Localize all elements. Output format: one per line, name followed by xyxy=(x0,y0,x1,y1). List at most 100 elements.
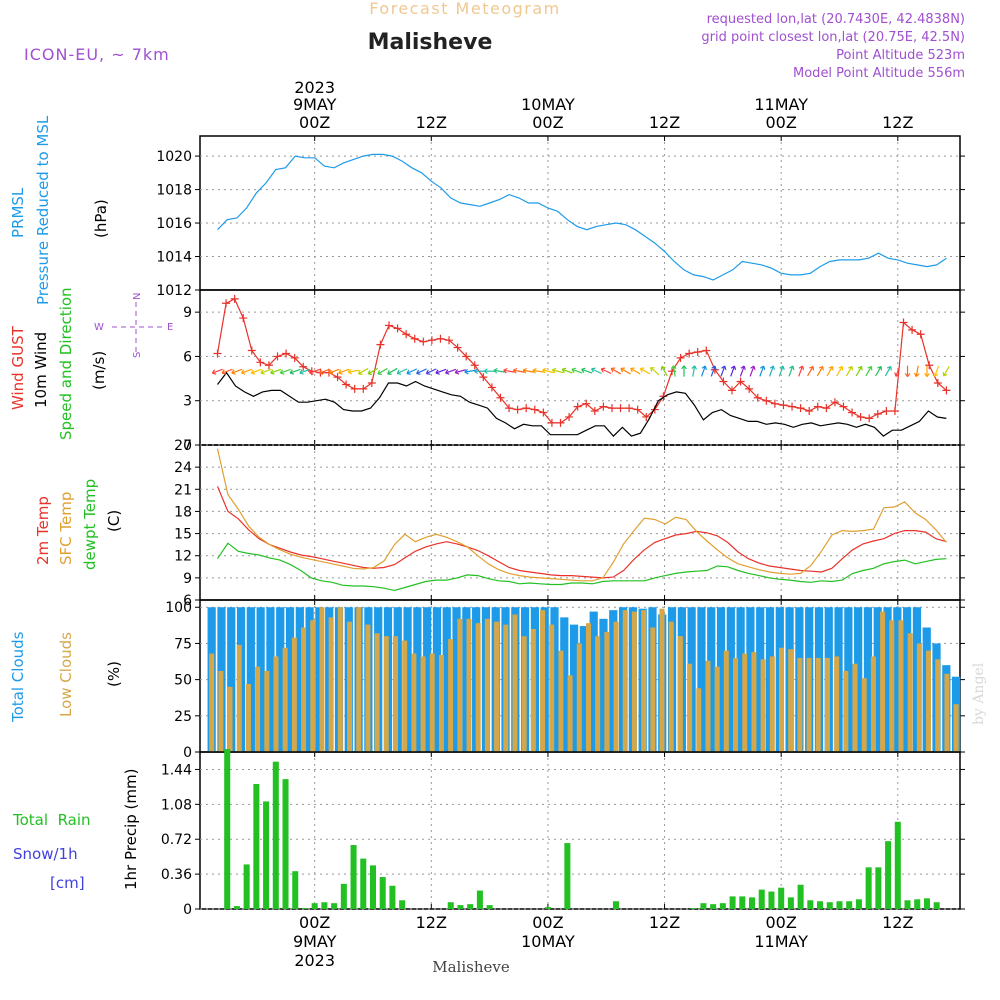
total-cloud-bar xyxy=(256,607,265,752)
wind-arrow-head xyxy=(711,365,717,371)
compass-n: N xyxy=(132,293,143,300)
gust-marker xyxy=(264,361,273,370)
wind-arrow-head xyxy=(894,372,900,377)
rain-bar xyxy=(817,901,824,909)
temp-unit: (C) xyxy=(105,510,123,532)
low-cloud-bar xyxy=(935,659,941,752)
low-cloud-bar xyxy=(604,631,610,752)
rain-bar xyxy=(894,821,901,909)
low-cloud-bar xyxy=(365,624,371,752)
total-cloud-bar xyxy=(550,607,559,752)
y-tick-label: 12 xyxy=(174,549,192,565)
gust-marker xyxy=(873,410,882,418)
gust-marker xyxy=(393,324,402,333)
panel-0: 1012 1014 1016 1018 1020 xyxy=(156,135,965,299)
wind-arrow xyxy=(895,365,901,377)
panel-frame xyxy=(199,289,961,446)
wind-gust-label: Wind GUST xyxy=(9,325,27,410)
wind-arrow xyxy=(396,368,408,375)
wind-arrow xyxy=(348,369,360,373)
wind-arrow xyxy=(826,366,834,377)
gust-marker xyxy=(848,408,857,417)
y-tick-label: 9 xyxy=(183,305,192,321)
low-cloud-bar xyxy=(530,628,536,752)
total-cloud-bar xyxy=(295,607,304,752)
wind-arrow-head xyxy=(561,367,567,373)
low-cloud-bar xyxy=(273,656,279,752)
compass-s: S xyxy=(132,352,143,358)
wind-arrow xyxy=(513,369,525,373)
gust-marker xyxy=(693,348,702,356)
low-cloud-bar xyxy=(815,657,821,752)
wind-arrow-head xyxy=(260,369,265,375)
rain-bar xyxy=(311,903,318,909)
gust-marker xyxy=(839,402,848,411)
wind-arrow xyxy=(464,369,476,373)
low-cloud-bar xyxy=(585,623,591,752)
wind-arrow xyxy=(650,367,660,376)
low-cloud-bar xyxy=(898,620,904,752)
gust-marker xyxy=(882,407,891,416)
wind-arrow xyxy=(542,369,554,374)
bottom-time-label: 10MAY xyxy=(521,932,575,951)
wind-arrow-head xyxy=(798,365,805,371)
header-location: Malisheve xyxy=(368,30,493,55)
wind-dir-label: Speed and Direction xyxy=(57,287,75,440)
gust-marker xyxy=(410,334,419,343)
low-cloud-bar xyxy=(521,636,527,752)
precip-snow-label: Snow/1h xyxy=(13,845,78,863)
wind-arrow xyxy=(581,368,593,374)
bottom-time-label: 12Z xyxy=(649,913,680,932)
wind-arrow-head xyxy=(522,367,527,374)
wind-arrow-head xyxy=(299,369,304,375)
low-cloud-bar xyxy=(907,633,913,752)
rain-bar xyxy=(331,903,338,909)
wind-arrow-head xyxy=(551,367,557,374)
wind-arrow xyxy=(221,368,233,374)
gust-marker xyxy=(805,407,814,416)
wind-arrow-head xyxy=(387,370,392,375)
wind-arrow xyxy=(816,366,824,377)
total-cloud-bar xyxy=(452,607,461,752)
wind-arrow xyxy=(270,368,282,374)
low-cloud-bar xyxy=(696,688,702,752)
header-requested: requested lon,lat (20.7430E, 42.4838N) xyxy=(707,12,965,27)
panel-2: 6 9 12 15 18 21 24 27 xyxy=(174,438,965,609)
low-cloud-bar xyxy=(209,653,215,752)
wind-arrow xyxy=(943,366,950,377)
wind-arrow-head xyxy=(357,370,363,375)
header-main-title: Forecast Meteogram xyxy=(369,0,560,18)
rain-bar xyxy=(224,749,231,909)
rain-bar xyxy=(612,901,619,909)
top-time-label: 2023 xyxy=(294,78,335,97)
wind-arrow xyxy=(561,368,573,374)
gust-marker xyxy=(230,294,239,303)
top-time-label: 12Z xyxy=(416,113,447,132)
rain-bar xyxy=(457,905,464,909)
gust-marker xyxy=(299,362,308,371)
wind-arrow-head xyxy=(279,369,285,375)
wind-arrow-head xyxy=(396,369,402,375)
wind-arrow xyxy=(552,369,564,374)
wind-arrow xyxy=(416,368,427,375)
panel-frame xyxy=(199,751,961,910)
wind-arrow-head xyxy=(759,365,766,371)
rain-bar xyxy=(846,901,853,909)
wind-arrow xyxy=(406,368,418,375)
total-cloud-bar xyxy=(716,607,726,752)
wind-arrow-head xyxy=(512,367,518,374)
wind-arrow xyxy=(710,365,716,377)
gust-marker xyxy=(933,379,942,387)
wind-arrow xyxy=(435,368,447,374)
wind-arrow xyxy=(212,368,223,374)
rain-bar xyxy=(399,900,406,909)
watermark: by Angel xyxy=(971,662,987,725)
wind-arrow xyxy=(875,366,882,377)
wind-arrow xyxy=(640,367,651,375)
low-cloud-bar xyxy=(236,644,242,752)
gust-marker xyxy=(333,373,342,382)
y-tick-label: 3 xyxy=(183,394,192,410)
wind-arrow-head xyxy=(809,365,815,371)
rain-bar xyxy=(914,899,921,909)
